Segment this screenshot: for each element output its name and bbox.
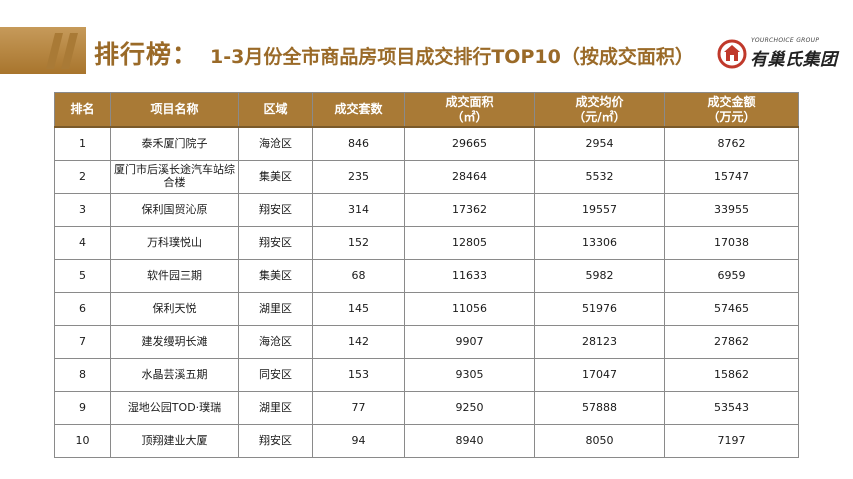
- table-row: 2 厦门市后溪长途汽车站综合楼 集美区 235 28464 5532 15747: [54, 160, 799, 194]
- title-banner: 排行榜： 1-3月份全市商品房项目成交排行TOP10（按成交面积） YOURCH…: [0, 27, 853, 74]
- table-row: 3 保利国贸沁原 翔安区 314 17362 19557 33955: [54, 193, 799, 227]
- amount-cell: 57465: [664, 292, 799, 326]
- rank-cell: 6: [54, 292, 111, 326]
- table-row: 10 顶翔建业大厦 翔安区 94 8940 8050 7197: [54, 424, 799, 458]
- avg-price-cell: 17047: [534, 358, 665, 392]
- column-header: 成交套数: [312, 92, 405, 128]
- avg-price-cell: 28123: [534, 325, 665, 359]
- amount-cell: 27862: [664, 325, 799, 359]
- district-cell: 湖里区: [238, 292, 313, 326]
- units-cell: 142: [312, 325, 405, 359]
- district-cell: 翔安区: [238, 193, 313, 227]
- amount-cell: 7197: [664, 424, 799, 458]
- amount-cell: 33955: [664, 193, 799, 227]
- district-cell: 湖里区: [238, 391, 313, 425]
- district-cell: 海沧区: [238, 126, 313, 161]
- project-name-cell: 厦门市后溪长途汽车站综合楼: [110, 160, 239, 194]
- area-cell: 17362: [404, 193, 535, 227]
- area-cell: 28464: [404, 160, 535, 194]
- table-row: 4 万科璞悦山 翔安区 152 12805 13306 17038: [54, 226, 799, 260]
- district-cell: 翔安区: [238, 424, 313, 458]
- district-cell: 集美区: [238, 259, 313, 293]
- area-cell: 11633: [404, 259, 535, 293]
- table-header-row: 排名 项目名称 区域 成交套数 成交面积 （㎡） 成交均价 （元/㎡） 成交金额 （万…: [54, 92, 799, 128]
- avg-price-cell: 8050: [534, 424, 665, 458]
- amount-cell: 15747: [664, 160, 799, 194]
- avg-price-cell: 19557: [534, 193, 665, 227]
- rank-cell: 1: [54, 126, 111, 161]
- page-title-head: 排行榜：: [94, 40, 199, 69]
- project-name-cell: 泰禾厦门院子: [110, 126, 239, 161]
- column-header: 成交均价 （元/㎡）: [534, 92, 665, 128]
- district-cell: 集美区: [238, 160, 313, 194]
- ranking-table: 排名 项目名称 区域 成交套数 成交面积 （㎡） 成交均价 （元/㎡） 成交金额 （万…: [54, 92, 799, 458]
- project-name-cell: 湿地公园TOD·璞瑞: [110, 391, 239, 425]
- district-cell: 同安区: [238, 358, 313, 392]
- amount-cell: 17038: [664, 226, 799, 260]
- area-cell: 12805: [404, 226, 535, 260]
- table-row: 6 保利天悦 湖里区 145 11056 51976 57465: [54, 292, 799, 326]
- rank-cell: 9: [54, 391, 111, 425]
- units-cell: 153: [312, 358, 405, 392]
- rank-cell: 2: [54, 160, 111, 194]
- rank-cell: 5: [54, 259, 111, 293]
- avg-price-cell: 5982: [534, 259, 665, 293]
- table-row: 1 泰禾厦门院子 海沧区 846 29665 2954 8762: [54, 126, 799, 161]
- avg-price-cell: 2954: [534, 126, 665, 161]
- brand-tagline: YOURCHOICE GROUP: [751, 37, 820, 44]
- units-cell: 152: [312, 226, 405, 260]
- table-row: 8 水晶芸溪五期 同安区 153 9305 17047 15862: [54, 358, 799, 392]
- rank-cell: 7: [54, 325, 111, 359]
- units-cell: 94: [312, 424, 405, 458]
- column-header: 成交面积 （㎡）: [404, 92, 535, 128]
- column-header: 成交金额 （万元）: [664, 92, 799, 128]
- district-cell: 海沧区: [238, 325, 313, 359]
- column-header: 区域: [238, 92, 313, 128]
- project-name-cell: 保利天悦: [110, 292, 239, 326]
- amount-cell: 53543: [664, 391, 799, 425]
- avg-price-cell: 51976: [534, 292, 665, 326]
- area-cell: 8940: [404, 424, 535, 458]
- rank-cell: 8: [54, 358, 111, 392]
- house-logo-icon: [717, 39, 747, 69]
- page-title-sub: 1-3月份全市商品房项目成交排行TOP10（按成交面积）: [210, 46, 694, 68]
- brand-logo: YOURCHOICE GROUP 有巢氏集团: [717, 37, 837, 71]
- area-cell: 9907: [404, 325, 535, 359]
- brand-name: 有巢氏集团: [750, 50, 838, 70]
- area-cell: 11056: [404, 292, 535, 326]
- project-name-cell: 水晶芸溪五期: [110, 358, 239, 392]
- double-slash-icon: [46, 33, 78, 69]
- units-cell: 145: [312, 292, 405, 326]
- avg-price-cell: 13306: [534, 226, 665, 260]
- avg-price-cell: 5532: [534, 160, 665, 194]
- project-name-cell: 万科璞悦山: [110, 226, 239, 260]
- table-row: 9 湿地公园TOD·璞瑞 湖里区 77 9250 57888 53543: [54, 391, 799, 425]
- units-cell: 235: [312, 160, 405, 194]
- column-header: 项目名称: [110, 92, 239, 128]
- page-title: 排行榜： 1-3月份全市商品房项目成交排行TOP10（按成交面积）: [94, 35, 694, 69]
- project-name-cell: 软件园三期: [110, 259, 239, 293]
- units-cell: 846: [312, 126, 405, 161]
- table-row: 7 建发缦玥长滩 海沧区 142 9907 28123 27862: [54, 325, 799, 359]
- project-name-cell: 建发缦玥长滩: [110, 325, 239, 359]
- rank-cell: 4: [54, 226, 111, 260]
- amount-cell: 6959: [664, 259, 799, 293]
- column-header: 排名: [54, 92, 111, 128]
- project-name-cell: 顶翔建业大厦: [110, 424, 239, 458]
- area-cell: 9250: [404, 391, 535, 425]
- area-cell: 29665: [404, 126, 535, 161]
- amount-cell: 8762: [664, 126, 799, 161]
- units-cell: 77: [312, 391, 405, 425]
- rank-cell: 3: [54, 193, 111, 227]
- amount-cell: 15862: [664, 358, 799, 392]
- rank-cell: 10: [54, 424, 111, 458]
- area-cell: 9305: [404, 358, 535, 392]
- units-cell: 68: [312, 259, 405, 293]
- district-cell: 翔安区: [238, 226, 313, 260]
- avg-price-cell: 57888: [534, 391, 665, 425]
- project-name-cell: 保利国贸沁原: [110, 193, 239, 227]
- table-row: 5 软件园三期 集美区 68 11633 5982 6959: [54, 259, 799, 293]
- units-cell: 314: [312, 193, 405, 227]
